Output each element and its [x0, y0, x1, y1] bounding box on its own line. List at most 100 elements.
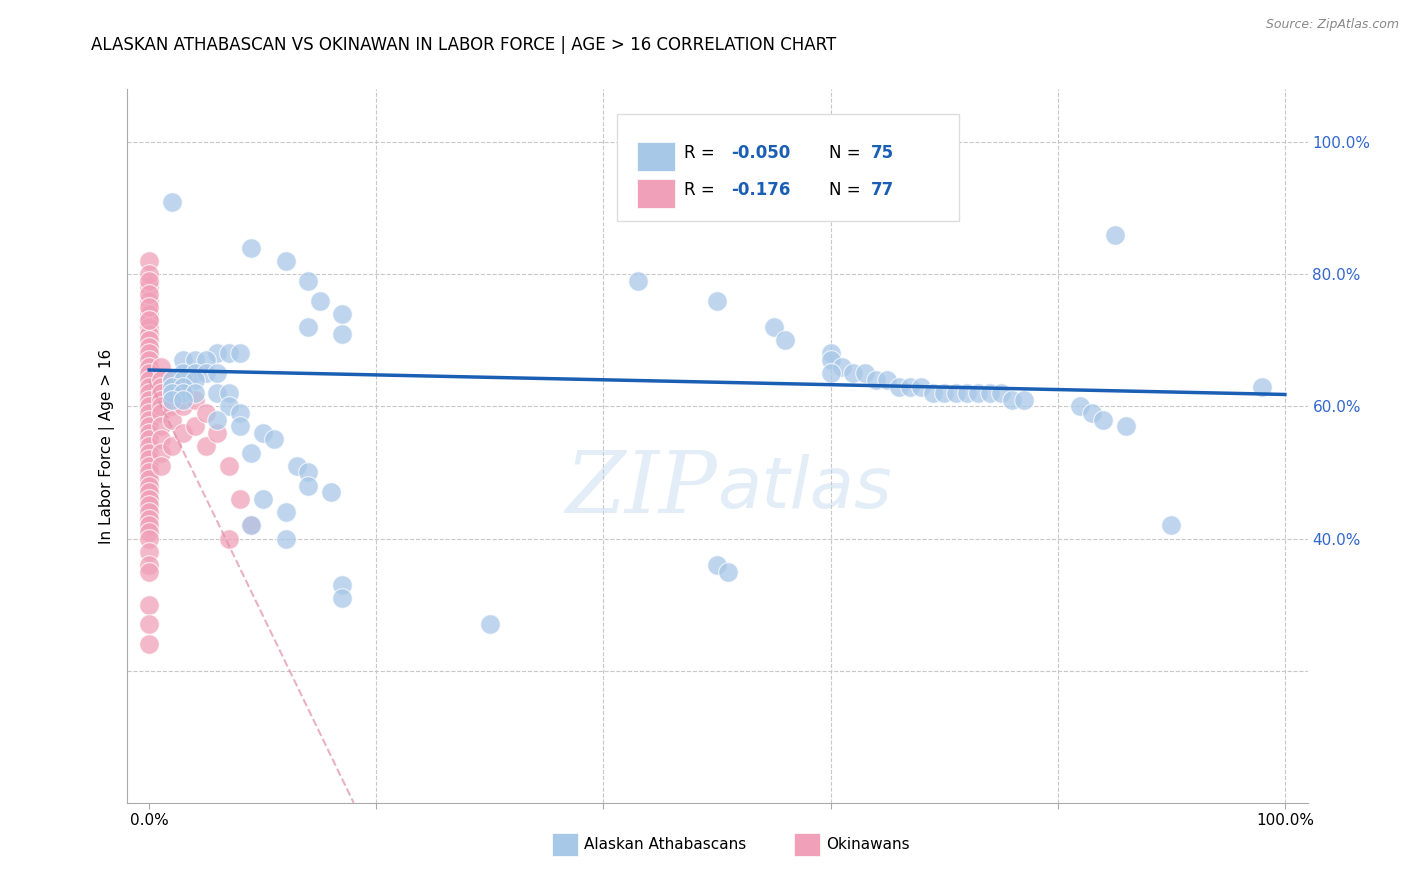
Text: R =: R = — [683, 144, 720, 161]
Point — [1115, 419, 1137, 434]
Point — [842, 367, 865, 381]
Point — [138, 293, 160, 308]
Point — [218, 458, 240, 473]
Point — [160, 373, 183, 387]
Point — [172, 379, 194, 393]
Point — [138, 478, 160, 492]
Text: 77: 77 — [870, 181, 894, 199]
Point — [172, 373, 194, 387]
Point — [956, 386, 979, 401]
Point — [149, 359, 172, 374]
Point — [138, 458, 160, 473]
Point — [138, 307, 160, 321]
Point — [910, 379, 932, 393]
Point — [297, 466, 319, 480]
Point — [1001, 392, 1024, 407]
Point — [876, 373, 898, 387]
Point — [138, 359, 160, 374]
Point — [138, 419, 160, 434]
Point — [138, 617, 160, 632]
Point — [138, 274, 160, 288]
Point — [240, 241, 263, 255]
Point — [138, 254, 160, 268]
Bar — [551, 833, 578, 856]
Point — [160, 439, 183, 453]
Point — [138, 313, 160, 327]
Point — [183, 392, 205, 407]
Point — [773, 333, 796, 347]
Point — [160, 392, 183, 407]
Point — [207, 425, 229, 440]
Point — [820, 346, 842, 360]
Point — [172, 353, 194, 368]
Point — [138, 545, 160, 559]
Point — [1092, 412, 1115, 426]
Point — [138, 565, 160, 579]
Point — [149, 400, 172, 414]
Point — [229, 419, 252, 434]
Point — [195, 439, 218, 453]
Point — [138, 466, 160, 480]
Point — [330, 591, 353, 605]
Point — [240, 518, 263, 533]
Bar — [794, 833, 820, 856]
Point — [762, 320, 785, 334]
Point — [183, 419, 205, 434]
Point — [138, 400, 160, 414]
Point — [138, 379, 160, 393]
Point — [229, 346, 252, 360]
Point — [138, 491, 160, 506]
Point — [183, 386, 205, 401]
Point — [207, 386, 229, 401]
Point — [149, 406, 172, 420]
Point — [172, 379, 194, 393]
Text: ALASKAN ATHABASCAN VS OKINAWAN IN LABOR FORCE | AGE > 16 CORRELATION CHART: ALASKAN ATHABASCAN VS OKINAWAN IN LABOR … — [91, 36, 837, 54]
Point — [138, 637, 160, 651]
Point — [240, 445, 263, 459]
Point — [1069, 400, 1091, 414]
Point — [138, 333, 160, 347]
Point — [308, 293, 330, 308]
Point — [138, 485, 160, 500]
Text: ZIP: ZIP — [565, 448, 717, 530]
Point — [138, 412, 160, 426]
Point — [160, 386, 183, 401]
Point — [138, 433, 160, 447]
Point — [1160, 518, 1182, 533]
Point — [887, 379, 910, 393]
Point — [138, 386, 160, 401]
Point — [149, 386, 172, 401]
Point — [706, 558, 728, 572]
Point — [921, 386, 943, 401]
Point — [1104, 227, 1126, 242]
Point — [330, 326, 353, 341]
Point — [218, 386, 240, 401]
Point — [138, 367, 160, 381]
Point — [626, 274, 648, 288]
Text: N =: N = — [830, 181, 866, 199]
Text: atlas: atlas — [717, 454, 891, 524]
Point — [330, 307, 353, 321]
Point — [297, 478, 319, 492]
Point — [160, 194, 183, 209]
Point — [229, 406, 252, 420]
Point — [218, 532, 240, 546]
Point — [183, 373, 205, 387]
Point — [138, 280, 160, 294]
Point — [138, 505, 160, 519]
Point — [945, 386, 967, 401]
Point — [138, 425, 160, 440]
Point — [138, 511, 160, 525]
Point — [207, 367, 229, 381]
Point — [149, 445, 172, 459]
Point — [979, 386, 1001, 401]
Bar — [637, 142, 675, 170]
Point — [865, 373, 887, 387]
Point — [263, 433, 285, 447]
Point — [172, 400, 194, 414]
Point — [229, 491, 252, 506]
Point — [138, 518, 160, 533]
Point — [149, 379, 172, 393]
Point — [138, 406, 160, 420]
Point — [138, 340, 160, 354]
